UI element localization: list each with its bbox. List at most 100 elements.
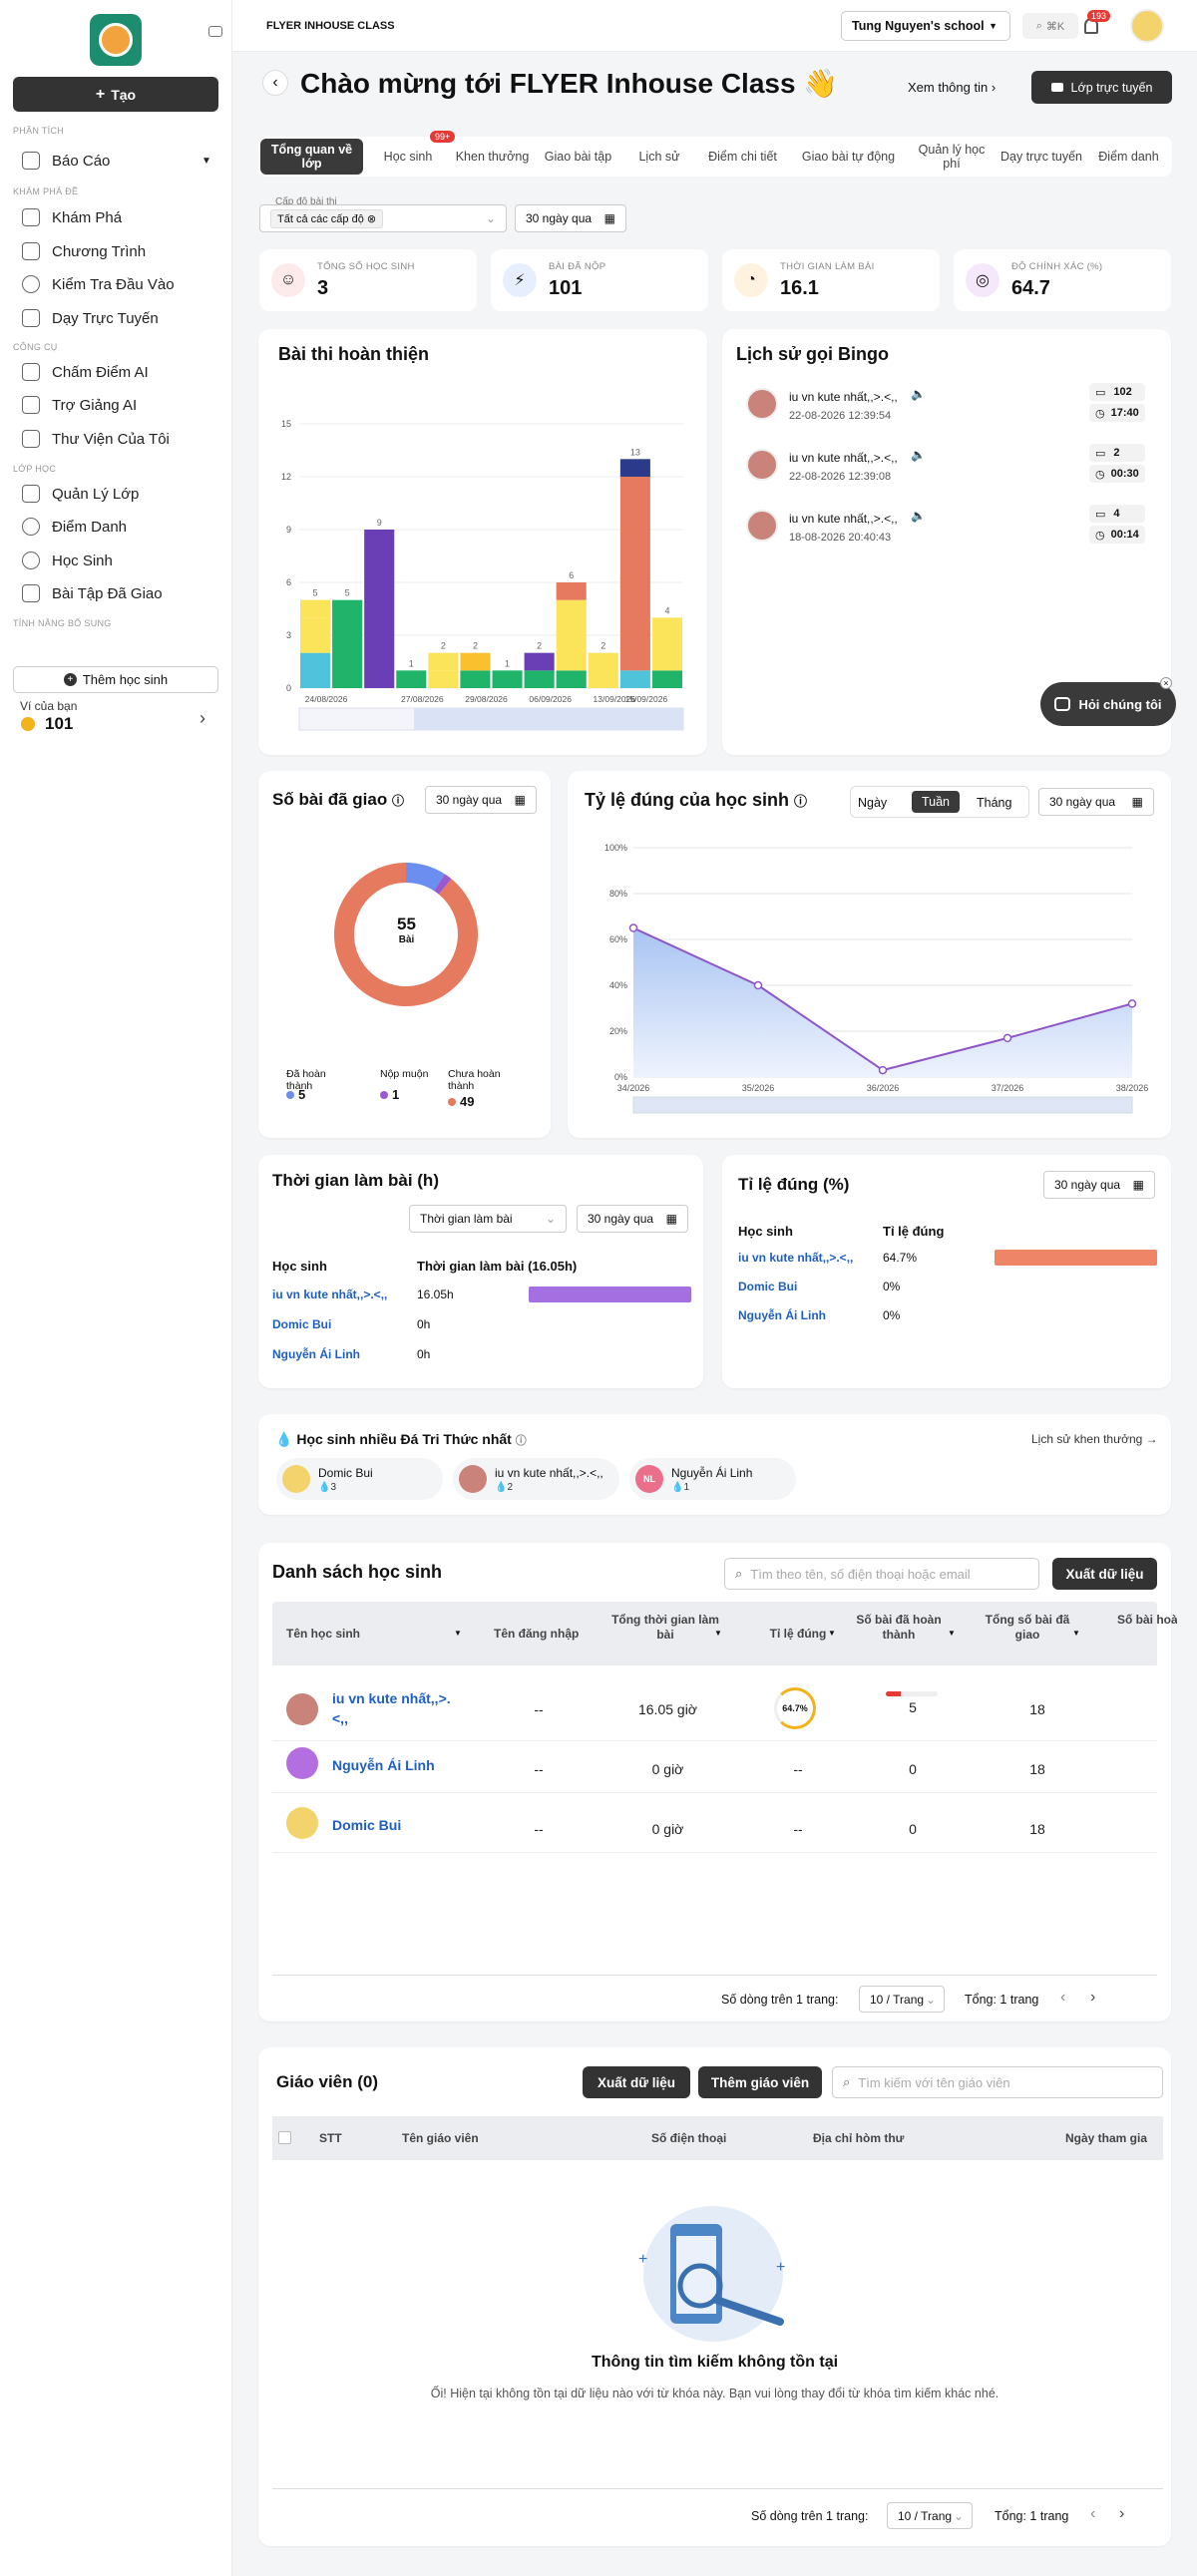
mode-week[interactable]: Tuần [912,791,960,813]
students-per-page[interactable]: 10 / Trang ⌄ [859,1986,945,2013]
student-name-link[interactable]: Domic Bui [332,1817,402,1833]
column-header[interactable]: Tổng thời gian làm bài [611,1613,719,1642]
sort-caret-icon[interactable]: ▼ [454,1629,462,1638]
sidebar-item-reports[interactable]: Báo Cáo ▼ [22,149,211,173]
mode-month[interactable]: Tháng [977,796,1012,810]
zoom-slider[interactable] [632,1096,1133,1114]
column-header[interactable]: Tổng số bài đã giao [985,1613,1070,1642]
chevron-right-icon[interactable]: › [200,708,205,728]
bar-segment[interactable] [428,670,459,688]
mode-day[interactable]: Ngày [858,796,888,810]
live-class-button[interactable]: Lớp trực tuyến [1031,71,1172,104]
tab-5[interactable]: Điểm chi tiết [708,150,777,164]
info-link[interactable]: Xem thông tin › [908,80,997,95]
bar-segment[interactable] [619,670,650,688]
sidebar-collapse-icon[interactable] [208,26,222,37]
teacher-search[interactable]: ⌕ Tìm kiếm với tên giáo viên [832,2066,1163,2098]
rate-period[interactable]: 30 ngày qua ▦ [1043,1171,1155,1199]
bar-segment[interactable] [619,459,650,477]
search-shortcut[interactable]: ⌕ ⌘K [1022,13,1078,39]
tab-2[interactable]: Khen thưởng [455,150,530,164]
bar-segment[interactable] [492,670,523,688]
bar-segment[interactable] [332,599,363,688]
data-point[interactable] [753,980,763,990]
student-search[interactable]: ⌕ Tìm theo tên, số điện thoại hoặc email [724,1558,1039,1590]
sidebar-item-explore[interactable]: Khám Phá [22,205,122,229]
student-link[interactable]: Nguyễn Ái Linh [272,1347,360,1361]
bar-segment[interactable] [588,652,618,688]
bar-segment[interactable] [300,617,331,653]
bar-segment[interactable] [651,617,682,671]
column-header[interactable]: Số bài hoàn t [1117,1613,1177,1627]
period-select[interactable]: 30 ngày qua ▦ [515,204,626,232]
column-header[interactable]: Số bài đã hoàn thành [856,1613,942,1642]
data-point[interactable] [1127,999,1137,1008]
donut-slice[interactable] [406,863,445,892]
bar-segment[interactable] [300,599,331,618]
add-teacher-button[interactable]: Thêm giáo viên [698,2066,822,2098]
teachers-per-page[interactable]: 10 / Trang ⌄ [887,2502,973,2529]
sidebar-item-attendance[interactable]: Điểm Danh [22,515,127,539]
prev-page-icon[interactable]: ‹ [1060,1989,1066,2006]
data-point[interactable] [878,1065,888,1075]
sidebar-item-ai-assistant[interactable]: Trợ Giảng AI [22,393,137,417]
table-row[interactable] [272,1735,1157,1793]
assigned-period[interactable]: 30 ngày qua ▦ [425,786,537,814]
user-avatar[interactable] [1130,9,1164,43]
export-students-button[interactable]: Xuất dữ liệu [1052,1558,1157,1590]
tab-7[interactable]: Quản lý học phí [918,143,986,171]
reward-history-link[interactable]: Lịch sử khen thưởng → [1031,1432,1158,1446]
app-logo[interactable] [90,14,142,66]
student-link[interactable]: Domic Bui [738,1280,798,1293]
student-name-link[interactable]: Nguyễn Ái Linh [332,1757,435,1773]
column-header[interactable]: Tên đăng nhập [494,1627,580,1641]
column-header[interactable]: Tỉ lệ đúng [769,1627,827,1641]
bar-segment[interactable] [619,477,650,671]
table-row[interactable] [272,1795,1157,1853]
tab-0[interactable]: Tổng quan về lớp [260,139,363,175]
speaker-icon[interactable]: 🔈 [911,387,926,401]
student-link[interactable]: iu vn kute nhất,,>.<,, [272,1288,388,1301]
speaker-icon[interactable]: 🔈 [911,509,926,523]
bar-segment[interactable] [300,652,331,688]
sidebar-item-ai-grading[interactable]: Chấm Điểm AI [22,360,149,384]
export-teachers-button[interactable]: Xuất dữ liệu [583,2066,690,2098]
back-button[interactable]: ‹ [262,70,288,96]
tab-3[interactable]: Giao bài tập [544,150,612,164]
level-filter[interactable]: Tất cả các cấp độ ⊗ ⌄ [259,204,507,232]
sidebar-item-students[interactable]: Học Sinh [22,549,113,572]
sidebar-item-entry-test[interactable]: Kiểm Tra Đầu Vào [22,272,175,296]
data-point[interactable] [628,923,638,932]
bar-segment[interactable] [524,670,555,688]
next-page-icon[interactable]: › [1090,1989,1096,2006]
student-link[interactable]: iu vn kute nhất,,>.<,, [738,1251,854,1265]
tab-8[interactable]: Dạy trực tuyến [999,150,1082,164]
help-button[interactable]: Hỏi chúng tôi [1040,682,1176,726]
sort-caret-icon[interactable]: ▼ [714,1629,722,1638]
sidebar-item-library[interactable]: Thư Viện Của Tôi [22,427,170,451]
donut-slice[interactable] [434,874,452,895]
bar-segment[interactable] [556,599,587,671]
bar-segment[interactable] [428,652,459,671]
bar-segment[interactable] [364,530,395,688]
prev-page-icon[interactable]: ‹ [1090,2505,1096,2522]
time-metric-select[interactable]: Thời gian làm bài ⌄ [409,1205,567,1233]
student-link[interactable]: Domic Bui [272,1317,332,1331]
add-student-button[interactable]: + Thêm học sinh [13,666,218,693]
sidebar-item-class-manage[interactable]: Quản Lý Lớp [22,482,139,506]
sort-caret-icon[interactable]: ▼ [948,1629,956,1638]
bar-segment[interactable] [556,670,587,688]
zoom-window[interactable] [414,708,683,730]
table-row[interactable] [272,1675,1157,1741]
sort-caret-icon[interactable]: ▼ [828,1629,836,1638]
bar-segment[interactable] [651,670,682,688]
bar-segment[interactable] [556,582,587,600]
sidebar-item-assignments[interactable]: Bài Tập Đã Giao [22,581,163,605]
tab-1[interactable]: Học sinh [383,150,433,164]
bar-segment[interactable] [460,670,491,688]
speaker-icon[interactable]: 🔈 [911,448,926,462]
tab-4[interactable]: Lịch sử [638,150,680,164]
time-period[interactable]: 30 ngày qua ▦ [577,1205,688,1233]
sidebar-item-online[interactable]: Dạy Trực Tuyến [22,306,159,330]
tab-9[interactable]: Điểm danh [1098,150,1159,164]
